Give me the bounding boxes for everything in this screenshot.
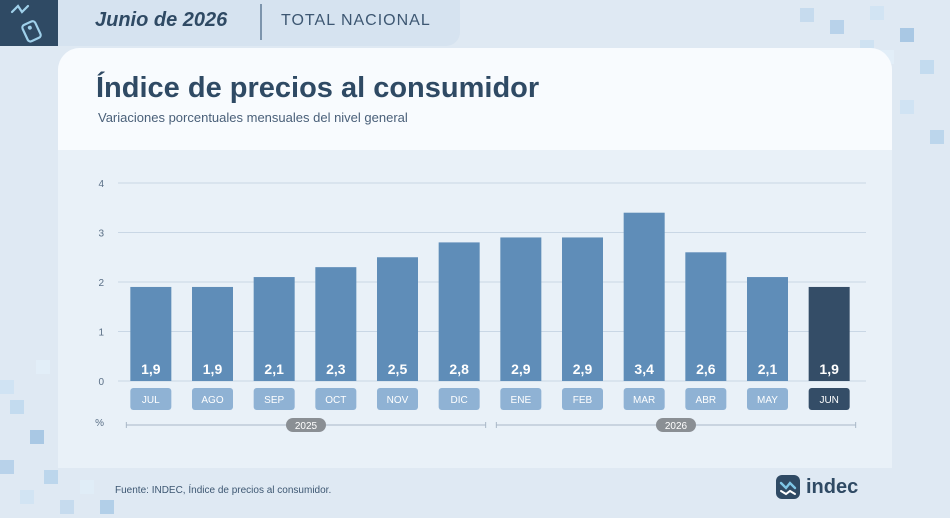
indec-logo: indec <box>775 474 858 500</box>
header-divider <box>260 4 262 40</box>
bar-value-label: 2,6 <box>696 361 716 377</box>
month-pill <box>438 388 480 410</box>
month-pill <box>685 388 727 410</box>
x-tick-label: FEB <box>573 395 593 406</box>
bar-value-label: 2,1 <box>758 361 778 377</box>
bar-value-label: 1,9 <box>141 361 161 377</box>
bar-chart: 0 1 2 3 4% 1,9 JUL 1,9 AGO 2,1 SEP 2,3 OCT 2,5 NOV 2,8 D… <box>58 150 892 468</box>
y-axis-unit: % <box>95 418 104 429</box>
bar <box>315 267 357 381</box>
y-tick-label: 2 <box>98 278 104 289</box>
y-tick-label: 1 <box>98 328 104 339</box>
month-pill <box>315 388 357 410</box>
bar-value-label: 2,9 <box>573 361 593 377</box>
mosaic-tile <box>800 8 814 22</box>
x-tick-label: DIC <box>451 395 468 406</box>
month-pill <box>192 388 233 410</box>
bar-value-label: 2,8 <box>449 361 469 377</box>
bar-value-label: 2,9 <box>511 361 531 377</box>
bar <box>808 286 850 381</box>
bar <box>377 257 418 381</box>
mosaic-tile <box>100 500 114 514</box>
indec-wordmark: indec <box>806 475 859 498</box>
bar <box>500 237 542 381</box>
chart-title: Índice de precios al consumidor <box>96 72 540 104</box>
bar-value-label: 2,3 <box>326 361 346 377</box>
mosaic-tile <box>36 360 50 374</box>
mosaic-tile <box>920 60 934 74</box>
y-tick-label: 3 <box>98 229 104 240</box>
chart-subtitle: Variaciones porcentuales mensuales del n… <box>98 110 408 125</box>
bar-value-label: 2,1 <box>264 361 284 377</box>
price-tag-icon <box>0 0 58 46</box>
mosaic-tile <box>900 100 914 114</box>
report-date: Junio de 2026 <box>95 9 228 31</box>
year-pill <box>286 418 326 432</box>
chart-card: Índice de precios al consumidor Variacio… <box>58 48 892 468</box>
year-label: 2026 <box>665 421 688 432</box>
x-tick-label: AGO <box>201 395 223 406</box>
x-tick-label: SEP <box>264 395 284 406</box>
year-label: 2025 <box>295 421 318 432</box>
card-header: Índice de precios al consumidor Variacio… <box>58 48 892 150</box>
x-tick-label: JUL <box>142 395 160 406</box>
y-tick-label: 4 <box>98 179 104 190</box>
bar-value-label: 3,4 <box>634 361 654 377</box>
mosaic-tile <box>0 380 14 394</box>
mosaic-tile <box>20 490 34 504</box>
month-pill <box>562 388 603 410</box>
y-tick-label: 0 <box>98 377 104 388</box>
source-note: Fuente: INDEC, Índice de precios al cons… <box>115 485 332 496</box>
bar <box>562 237 603 381</box>
bar <box>438 242 480 381</box>
bar-value-label: 1,9 <box>819 361 839 377</box>
month-pill <box>808 388 850 410</box>
x-tick-label: OCT <box>325 395 346 406</box>
mosaic-tile <box>30 430 44 444</box>
x-tick-label: JUN <box>819 395 838 406</box>
year-pill <box>656 418 696 432</box>
x-tick-label: NOV <box>387 395 409 406</box>
x-tick-label: ABR <box>696 395 717 406</box>
bar-value-label: 1,9 <box>203 361 223 377</box>
bar <box>623 212 665 381</box>
mosaic-tile <box>870 6 884 20</box>
indec-mark-icon <box>776 475 800 499</box>
x-tick-label: MAR <box>633 395 655 406</box>
x-tick-label: MAY <box>757 395 778 406</box>
x-tick-label: ENE <box>511 395 532 406</box>
bar <box>192 286 233 381</box>
mosaic-tile <box>0 460 14 474</box>
mosaic-tile <box>830 20 844 34</box>
month-pill <box>130 388 172 410</box>
month-pill <box>747 388 788 410</box>
mosaic-tile <box>10 400 24 414</box>
bar <box>685 252 727 381</box>
mosaic-tile <box>60 500 74 514</box>
month-pill <box>377 388 418 410</box>
report-scope: TOTAL NACIONAL <box>281 12 431 29</box>
month-pill <box>253 388 295 410</box>
mosaic-tile <box>930 130 944 144</box>
header-bar: Junio de 2026 TOTAL NACIONAL <box>0 0 460 46</box>
mosaic-tile <box>44 470 58 484</box>
bar <box>747 277 788 381</box>
bar <box>130 286 172 381</box>
bar-value-label: 2,5 <box>388 361 408 377</box>
mosaic-tile <box>900 28 914 42</box>
bar <box>253 277 295 381</box>
mosaic-tile <box>80 480 94 494</box>
month-pill <box>500 388 542 410</box>
month-pill <box>623 388 665 410</box>
